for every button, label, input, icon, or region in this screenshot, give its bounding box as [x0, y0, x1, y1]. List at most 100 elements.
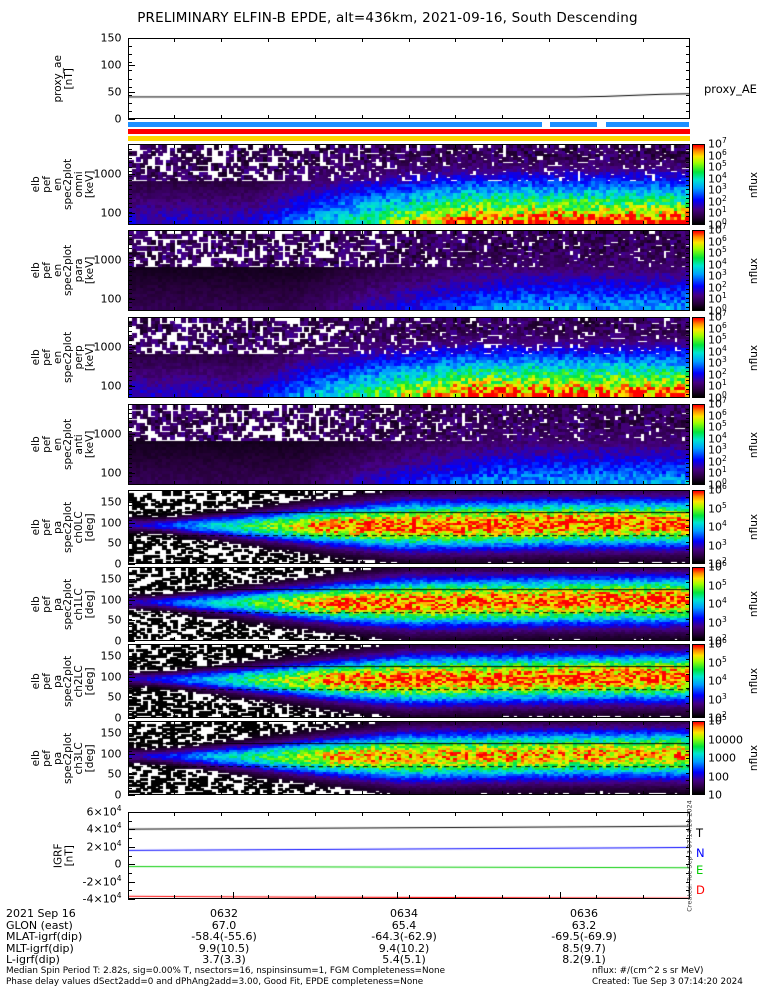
xtick-minor: [408, 221, 410, 225]
xtick-minor: [268, 307, 269, 311]
status-segment: [550, 122, 597, 127]
colorbar-tick-epde-omni-energy-spectrogram-a-2: 102: [708, 193, 727, 209]
ytick-igrf-field-components-2: 0: [114, 857, 122, 871]
xtick-minor: [361, 481, 363, 485]
xtick-minor: [595, 644, 597, 648]
xtick-minor: [314, 791, 316, 795]
ytick-mark-epde-pitchangle-ch3lc-2: [127, 753, 135, 755]
ylabel-wrap-epde-pitchangle-ch3lc: elb pef pa spec2plot ch3LC [deg]: [28, 721, 100, 795]
ytick-minor: [127, 380, 132, 381]
ytick-minor: [127, 297, 132, 299]
xtick-minor: [595, 230, 597, 234]
ytick-minor: [127, 171, 132, 172]
ylabel-line: [keV]: [84, 343, 97, 372]
ytick-minor: [127, 695, 132, 697]
ylabel-wrap-epde-omni-energy-spectrogram-a: elb pef en spec2plot omni [keV]: [28, 144, 100, 225]
xtick-minor: [595, 221, 597, 225]
colorbar-tick-epde-pitchangle-ch1lc-0: 102: [708, 632, 727, 648]
xtick-minor: [361, 317, 363, 321]
ytick-minor: [685, 765, 690, 767]
colorbar-tick-epde-pitchangle-ch3lc-4: 105: [708, 712, 727, 728]
colorbar-epde-pitchangle-ch0lc: [692, 490, 705, 564]
status-segment: [606, 122, 690, 127]
ytick-minor: [685, 275, 690, 276]
ytick-minor: [685, 408, 690, 410]
ytick-minor: [685, 787, 690, 789]
series-label-igrf-e: E: [696, 863, 704, 878]
ylabel-wrap-igrf-field-components: IGRF [nT]: [28, 812, 100, 899]
xtick-minor: [174, 317, 176, 321]
colorbar-label-epde-omni-energy-spectrogram-c: nflux: [748, 344, 761, 371]
ytick-minor: [685, 633, 690, 635]
attitude-coverage-bar: [127, 136, 690, 141]
colorbar-tick-epde-omni-energy-spectrogram-a-0: 100: [708, 216, 727, 232]
ytick-minor: [127, 408, 132, 410]
ytick-mark-epde-pitchangle-ch3lc-0: [127, 795, 135, 796]
colorbar-tick-epde-omni-energy-spectrogram-c-4: 104: [708, 343, 727, 359]
ytick-minor: [127, 422, 132, 423]
series-label-igrf-d: D: [696, 883, 705, 898]
ytick-minor: [685, 54, 690, 56]
ytick-minor: [127, 611, 132, 613]
xtick-minor: [361, 567, 363, 571]
ytick-minor: [127, 252, 132, 254]
xtick-minor: [595, 791, 597, 795]
fgm-coverage-bar: [127, 129, 690, 134]
xtick-minor: [361, 895, 363, 899]
ytick-minor: [685, 440, 690, 441]
ytick-epde-omni-energy-spectrogram-b-0: 100: [100, 292, 122, 306]
ytick-minor: [127, 471, 132, 473]
colorbar-tick-epde-omni-energy-spectrogram-b-2: 102: [708, 279, 727, 295]
ytick-minor: [685, 864, 690, 866]
xtick-minor: [549, 144, 550, 148]
ytick-minor: [127, 46, 132, 48]
ytick-minor: [685, 589, 690, 591]
ytick-minor: [127, 462, 132, 464]
xtick-minor: [221, 38, 223, 42]
xtick-minor: [314, 721, 316, 725]
colorbar-tick-epde-pitchangle-ch1lc-4: 106: [708, 558, 727, 574]
xtick-minor: [268, 560, 269, 564]
xtick-minor: [595, 317, 597, 321]
ytick-mark-proxy-ae-1: [127, 92, 135, 93]
ytick-minor: [127, 353, 132, 354]
panel-proxy-ae: [127, 38, 690, 119]
colorbar-label-wrap: nflux: [741, 404, 767, 485]
xtick-minor: [361, 221, 363, 225]
xtick-minor: [174, 481, 176, 485]
ytick-minor: [127, 458, 132, 459]
ytick-minor: [685, 618, 690, 620]
ytick-minor: [685, 202, 690, 204]
ytick-minor: [127, 248, 132, 249]
plot-area-epde-pitchangle-ch0lc: [128, 491, 689, 563]
ytick-minor: [685, 62, 690, 64]
colorbar-label-wrap: nflux: [741, 317, 767, 398]
ephemeris-table-body: 2021 Sep 16 0632 0634 0636 GLON (east) 67.0 65…: [6, 908, 674, 966]
xtick-minor: [408, 490, 410, 494]
colorbar-tick-epde-omni-energy-spectrogram-a-4: 104: [708, 170, 727, 186]
xtick-minor: [221, 394, 223, 398]
xtick-minor: [314, 144, 316, 148]
colorbar-gradient: [693, 491, 704, 563]
ytick-minor: [127, 527, 132, 528]
ytick-proxy-ae-0: 0: [114, 112, 122, 126]
xtick-minor: [549, 394, 550, 398]
colorbar-tick-epde-pitchangle-ch2lc-2: 104: [708, 672, 727, 688]
xtick-minor: [502, 567, 504, 571]
colorbar-label-epde-pitchangle-ch1lc: nflux: [748, 590, 761, 618]
xtick-minor: [595, 115, 597, 119]
colorbar-epde-pitchangle-ch3lc: [692, 721, 705, 795]
xtick-minor: [174, 307, 176, 311]
ytick-minor: [127, 512, 132, 514]
xtick-minor: [502, 721, 504, 725]
xtick-minor: [502, 307, 504, 311]
ytick-minor: [127, 339, 132, 341]
xtick-minor: [361, 144, 363, 148]
status-segment: [127, 122, 542, 127]
series-label-igrf-n: N: [696, 845, 705, 860]
ytick-epde-pitchangle-ch3lc-0: 0: [114, 788, 122, 802]
ylabel-line: [deg]: [84, 590, 97, 618]
ytick-igrf-field-components-0: -4×104: [82, 890, 122, 906]
ytick-igrf-field-components-4: 4×104: [86, 821, 122, 836]
colorbar-tick-epde-omni-energy-spectrogram-b-1: 101: [708, 291, 727, 306]
